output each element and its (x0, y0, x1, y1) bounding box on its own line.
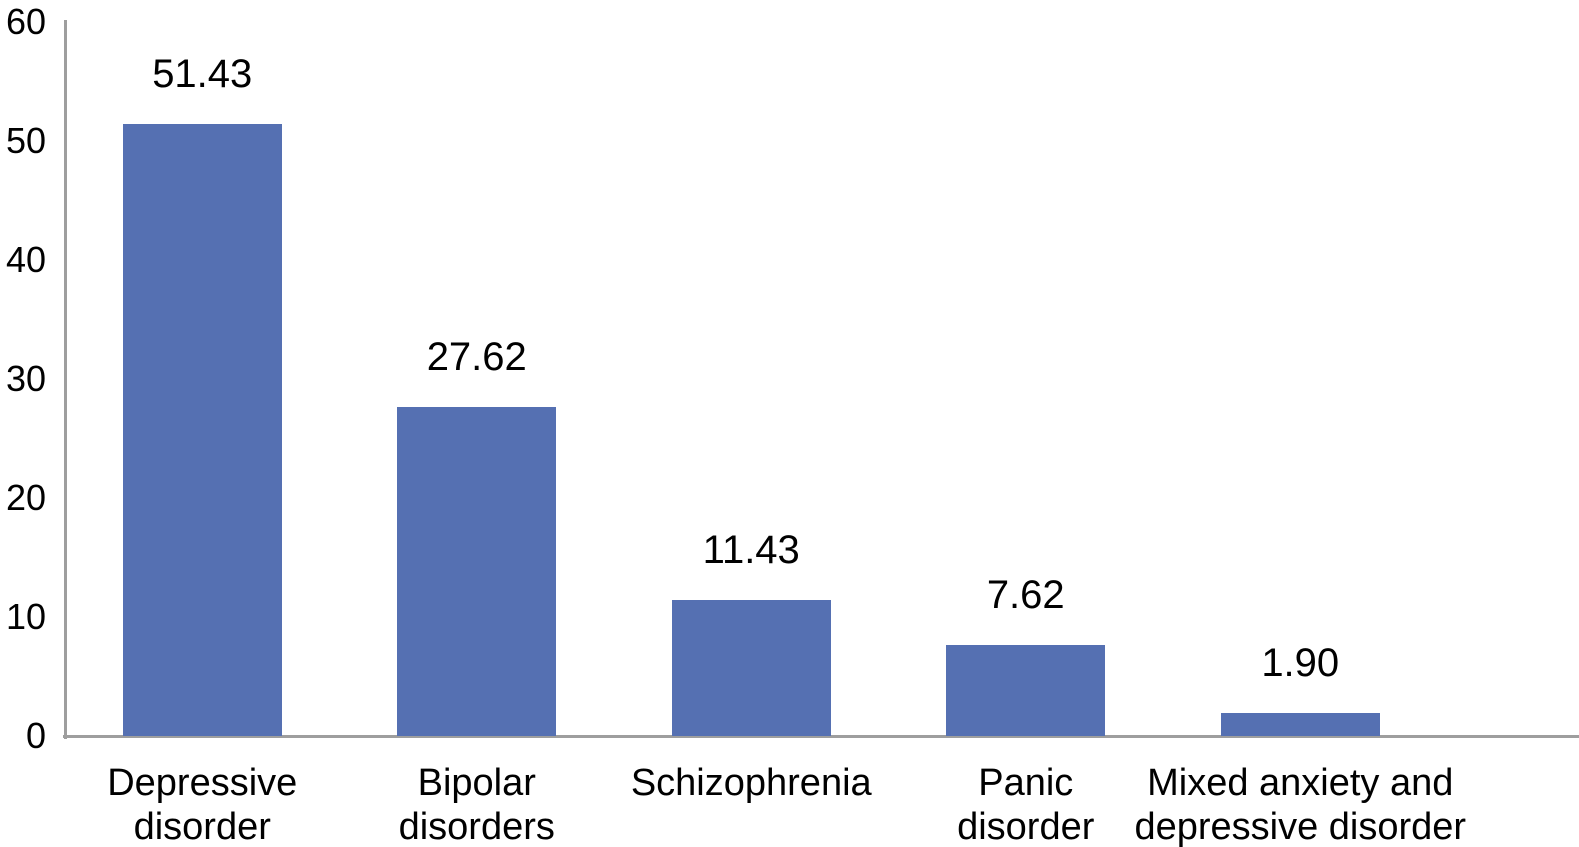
bar-value-label: 11.43 (702, 527, 800, 572)
y-axis-tick-label: 10 (5, 596, 46, 637)
bar-value-label: 1.90 (1261, 641, 1340, 686)
x-axis-category-label: Panic disorder (957, 762, 1095, 847)
bar (1220, 713, 1380, 736)
x-axis-category-label: Bipolar disorders (398, 762, 555, 847)
y-axis-tick-label: 40 (5, 239, 46, 280)
bar-value-label: 7.62 (986, 573, 1065, 618)
bar-value-label: 51.43 (152, 51, 253, 96)
y-axis-tick-label: 50 (5, 120, 46, 161)
y-axis-tick-label: 60 (5, 1, 46, 42)
bar (671, 599, 831, 736)
y-axis-tick-label: 30 (5, 358, 46, 399)
x-axis-category-label: Depressive disorder (107, 762, 298, 847)
bar-value-label: 27.62 (426, 335, 527, 380)
bar (946, 645, 1106, 736)
x-axis-line (63, 735, 1579, 738)
y-axis-tick-label: 20 (5, 477, 46, 518)
bar (122, 123, 282, 736)
x-axis-category-label: Mixed anxiety and depressive disorder (1134, 762, 1467, 847)
y-axis-tick-label: 0 (25, 715, 46, 756)
y-axis-line (64, 20, 67, 739)
bar (397, 407, 557, 736)
x-axis-category-label: Schizophrenia (630, 762, 872, 804)
